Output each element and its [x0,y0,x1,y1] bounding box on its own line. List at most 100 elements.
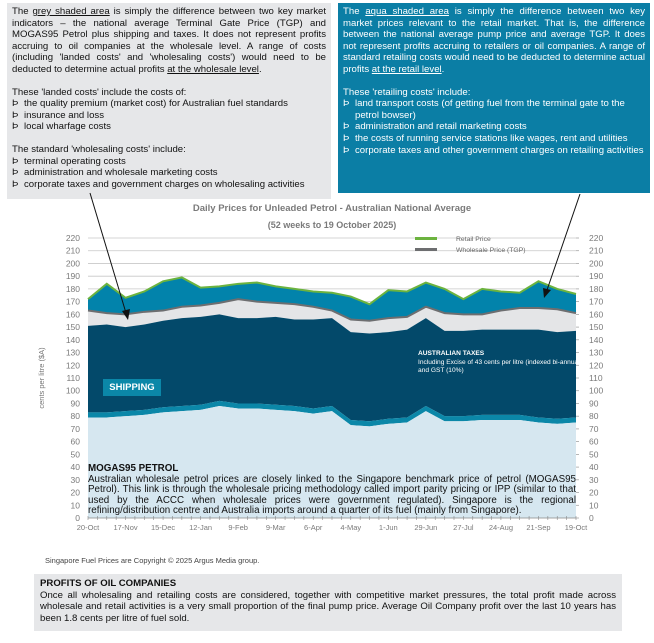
grey-area-explanation: The grey shaded area is simply the diffe… [7,3,331,199]
aqua-area-term: aqua shaded area [365,6,449,17]
y-tick-label-right: 20 [589,488,599,498]
retail-price-line [87,276,577,306]
y-tick-label-left: 180 [66,284,80,294]
list-item: local wharfage costs [12,121,326,133]
y-tick-label-right: 50 [589,449,599,459]
y-tick-label-right: 150 [589,322,603,332]
y-tick-label-left: 120 [66,360,80,370]
x-tick-label: 20-Oct [77,523,100,532]
y-tick-label-left: 140 [66,335,80,345]
y-tick-label-right: 210 [589,246,603,256]
chart-subtitle: (52 weeks to 19 October 2025) [268,220,397,230]
list-item: administration and retail marketing cost… [343,121,645,133]
y-tick-label-right: 90 [589,398,599,408]
grey-area-term: grey shaded area [32,6,110,17]
y-tick-label-left: 50 [71,449,81,459]
y-tick-label-right: 30 [589,475,599,485]
y-tick-label-left: 130 [66,348,80,358]
chart-title: Daily Prices for Unleaded Petrol - Austr… [193,203,471,214]
y-tick-label-left: 10 [71,500,81,510]
y-tick-label-right: 110 [589,373,603,383]
list-item: corporate taxes and other government cha… [343,145,645,157]
shipping-area [88,400,576,427]
x-tick-label: 21-Sep [526,523,550,532]
x-tick-label: 24-Aug [489,523,513,532]
x-tick-label: 12-Jan [189,523,212,532]
y-tick-label-right: 130 [589,348,603,358]
legend-retail: Retail Price [456,236,491,243]
y-tick-label-left: 210 [66,246,80,256]
y-tick-label-left: 80 [71,411,81,421]
y-tick-label-right: 10 [589,500,599,510]
shipping-label: SHIPPING [103,379,161,396]
arrowhead-icon [543,288,551,298]
retailing-list: land transport costs (of getting fuel fr… [343,98,645,156]
wholesaling-list: terminal operating costs administration … [12,156,326,191]
y-tick-label-right: 200 [589,258,603,268]
x-tick-label: 27-Jul [453,523,474,532]
wholesaling-heading: The standard 'wholesaling costs' include… [12,143,186,155]
stacked-areas [88,277,576,518]
grey-wholesale-margin-area [88,299,576,334]
y-tick-label-right: 190 [589,271,603,281]
price-lines [87,276,577,322]
x-tick-label: 6-Apr [304,523,323,532]
mogas-text: Australian wholesale petrol prices are c… [88,473,576,516]
aqua-intro: The aqua shaded area is simply the diffe… [343,6,645,75]
x-tick-label: 9-Mar [266,523,286,532]
profits-text: Once all wholesaling and retailing costs… [40,589,616,624]
y-tick-label-right: 70 [589,424,599,434]
y-tick-label-left: 110 [66,373,80,383]
y-tick-label-left: 40 [71,462,81,472]
x-tick-label: 29-Jun [414,523,437,532]
y-tick-label-left: 100 [66,386,80,396]
mogas-area [88,406,576,518]
y-tick-label-left: 20 [71,488,81,498]
retailing-heading: These 'retailing costs' include: [343,86,471,98]
y-tick-label-right: 80 [589,411,599,421]
aqua-area-explanation: The aqua shaded area is simply the diffe… [338,3,650,193]
y-tick-label-left: 90 [71,398,81,408]
y-tick-label-right: 140 [589,335,603,345]
list-item: land transport costs (of getting fuel fr… [343,98,645,121]
aqua-area-arrow [546,193,581,291]
y-tick-label-right: 100 [589,386,603,396]
mogas-explanation: MOGAS95 PETROL Australian wholesale petr… [88,463,576,517]
copyright-note: Singapore Fuel Prices are Copyright © 20… [45,556,260,565]
profits-box: PROFITS OF OIL COMPANIES Once all wholes… [34,574,622,631]
y-tick-label-left: 190 [66,271,80,281]
y-tick-label-right: 120 [589,360,603,370]
y-tick-label-right: 0 [589,513,594,523]
x-tick-label: 1-Jun [379,523,398,532]
landed-heading: These 'landed costs' include the costs o… [12,86,187,98]
y-tick-label-right: 220 [589,233,603,243]
y-tick-label-left: 200 [66,258,80,268]
y-axis-label: cents per litre ($A) [37,347,46,409]
list-item: the costs of running service stations li… [343,133,645,145]
y-tick-label-right: 60 [589,437,599,447]
y-tick-label-left: 60 [71,437,81,447]
legend-swatch-retail [415,237,437,240]
landed-list: the quality premium (market cost) for Au… [12,98,326,133]
y-tick-label-right: 40 [589,462,599,472]
arrowhead-icon [122,309,130,320]
y-tick-label-left: 150 [66,322,80,332]
y-tick-label-left: 170 [66,297,80,307]
x-tick-label: 4-May [340,523,361,532]
list-item: terminal operating costs [12,156,326,168]
aqua-retail-margin-area [88,277,576,321]
grey-intro: The grey shaded area is simply the diffe… [12,6,327,75]
profits-title: PROFITS OF OIL COMPANIES [40,578,177,589]
taxes-label: AUSTRALIAN TAXES Including Excise of 43 … [418,350,587,374]
list-item: administration and wholesale marketing c… [12,167,326,179]
y-tick-label-left: 160 [66,309,80,319]
y-tick-label-right: 160 [589,309,603,319]
y-tick-label-left: 0 [75,513,80,523]
y-tick-label-right: 180 [589,284,603,294]
x-tick-label: 19-Oct [565,523,588,532]
grey-area-arrow [89,192,127,314]
list-item: the quality premium (market cost) for Au… [12,98,326,110]
y-tick-label-left: 220 [66,233,80,243]
